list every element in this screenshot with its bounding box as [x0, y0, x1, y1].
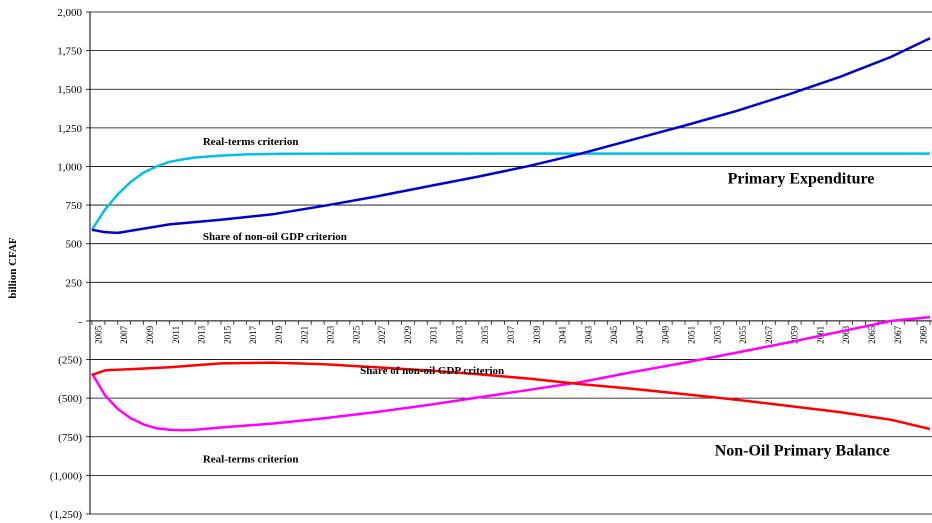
x-tick-label: 2007: [119, 325, 129, 344]
annotation: Share of non-oil GDP criterion: [360, 365, 504, 377]
x-tick-label: 2037: [506, 325, 516, 344]
annotation: Real-terms criterion: [203, 136, 299, 148]
y-tick-label: 2,000: [57, 7, 82, 19]
y-tick-label: (250): [58, 355, 82, 367]
gridlines: [90, 11, 932, 515]
panel-label: Non-Oil Primary Balance: [715, 442, 890, 459]
x-tick-label: 2045: [609, 325, 619, 344]
x-tick-label: 2065: [867, 325, 877, 344]
x-tick-label: 2047: [635, 325, 645, 344]
x-tick-label: 2049: [661, 325, 671, 344]
x-tick-label: 2027: [377, 325, 387, 344]
axes: 2,000 1,750 1,500 1,250 1,000 750 500 250 - (250)…: [50, 7, 932, 521]
x-tick-label: 2035: [480, 325, 490, 344]
x-tick-label: 2059: [790, 325, 800, 344]
x-tick-label: 2021: [300, 326, 310, 344]
x-tick-label: 2009: [145, 325, 155, 344]
x-tick-label: 2057: [764, 325, 774, 344]
y-tick-label: (750): [58, 432, 82, 444]
chart-labels: Real-terms criterion Share of non-oil GDP…: [203, 136, 890, 465]
y-tick-label: 1,750: [57, 46, 82, 58]
x-tick-label: 2025: [351, 325, 361, 344]
x-tick-label: 2031: [429, 326, 439, 344]
x-tick-label: 2011: [171, 326, 181, 344]
x-tick-label: 2055: [738, 325, 748, 344]
y-tick-label: 750: [66, 200, 83, 212]
x-tick-label: 2041: [558, 326, 568, 344]
series-line-1: [91, 37, 931, 235]
y-tick-label: 500: [66, 239, 83, 251]
y-axis-label: billion CFAF: [7, 237, 19, 299]
y-tick-label: (500): [58, 393, 82, 405]
x-tick-label: 2015: [222, 325, 232, 344]
x-tick-label: 2053: [712, 325, 722, 344]
y-tick-label: 250: [66, 277, 83, 289]
x-tick-label: 2063: [841, 325, 851, 344]
y-tick-label: (1,250): [50, 509, 82, 521]
annotation: Share of non-oil GDP criterion: [203, 231, 347, 243]
y-tick-label: (1,000): [50, 470, 82, 482]
x-tick-label: 2019: [274, 325, 284, 344]
x-tick-label: 2005: [93, 325, 103, 344]
series-lines: [90, 37, 931, 432]
x-tick-label: 2029: [403, 325, 413, 344]
y-tick-label: -: [78, 316, 82, 328]
x-tick-label: 2039: [532, 325, 542, 344]
x-tick-label: 2023: [326, 325, 336, 344]
series-line-0: [90, 152, 930, 231]
annotation: Real-terms criterion: [203, 453, 299, 465]
y-tick-label: 1,500: [57, 84, 82, 96]
x-tick-label: 2069: [919, 325, 929, 344]
x-tick-label: 2051: [686, 326, 696, 344]
x-tick-label: 2033: [454, 325, 464, 344]
x-tick-label: 2043: [583, 325, 593, 344]
panel-label: Primary Expenditure: [728, 170, 875, 187]
x-tick-label: 2067: [893, 325, 903, 344]
y-tick-label: 1,250: [57, 123, 82, 135]
x-tick-label: 2017: [248, 325, 258, 344]
y-tick-label: 1,000: [57, 161, 82, 173]
series-line-2: [90, 315, 931, 432]
series-line-3: [91, 361, 931, 431]
x-tick-label: 2013: [197, 325, 207, 344]
